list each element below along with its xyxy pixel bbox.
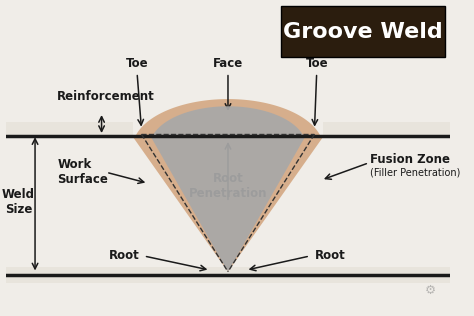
Text: Toe: Toe [305,57,328,70]
Polygon shape [150,106,306,272]
Text: Root: Root [109,249,139,263]
Text: Work
Surface: Work Surface [57,158,108,186]
Text: Fusion Zone: Fusion Zone [370,153,450,166]
Text: Groove Weld: Groove Weld [283,21,443,42]
Text: (Filler Penetration): (Filler Penetration) [370,167,460,177]
FancyBboxPatch shape [323,122,474,137]
FancyBboxPatch shape [6,267,450,283]
Polygon shape [133,99,323,272]
FancyBboxPatch shape [6,122,133,137]
Text: Root: Root [314,249,345,263]
Text: ⚙: ⚙ [425,284,437,297]
Text: Face: Face [213,57,243,70]
Text: Root
Penetration: Root Penetration [189,173,267,200]
Text: Toe: Toe [126,57,148,70]
FancyBboxPatch shape [281,6,445,57]
Text: Weld
Size: Weld Size [2,188,35,216]
Text: Reinforcement: Reinforcement [57,90,155,103]
